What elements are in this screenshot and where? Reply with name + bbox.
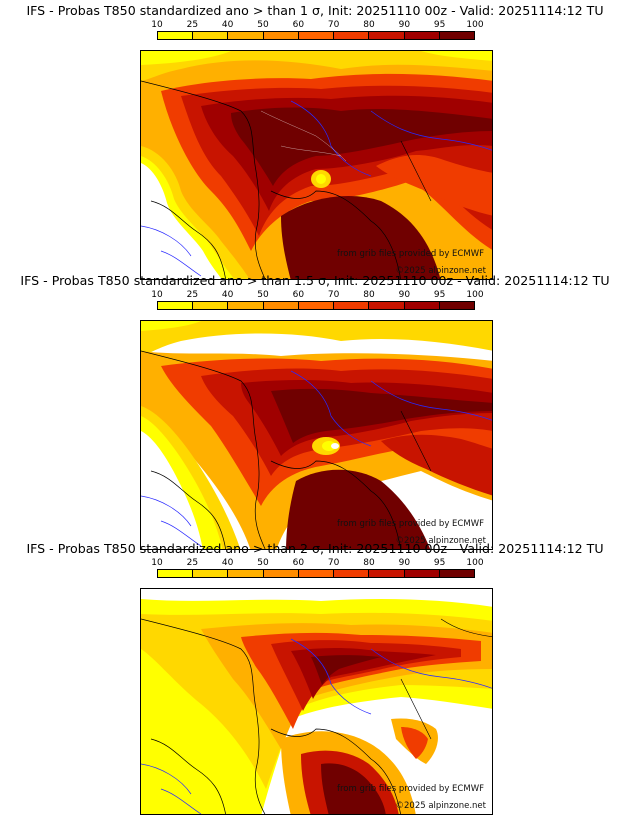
colorbar-tick-label: 25 <box>186 558 199 568</box>
colorbar <box>157 301 475 310</box>
colorbar-tick-label: 60 <box>292 20 305 30</box>
colorbar-tick-label: 50 <box>257 290 269 300</box>
colorbar-swatch <box>228 570 264 577</box>
panel-title: IFS - Probas T850 standardized ano > tha… <box>26 3 604 18</box>
colorbar-tick-label: 100 <box>466 20 484 30</box>
colorbar-swatch <box>334 570 370 577</box>
colorbar-tick-label: 10 <box>151 558 163 568</box>
colorbar-swatch <box>404 570 440 577</box>
colorbar-tick-label: 50 <box>257 20 269 30</box>
colorbar-swatch <box>298 32 335 39</box>
colorbar-labels: 10 25 40 50 60 70 80 90 95 100 <box>144 290 494 300</box>
colorbar-swatch <box>369 570 405 577</box>
colorbar-tick-label: 90 <box>398 20 411 30</box>
colorbar-swatch <box>193 570 229 577</box>
colorbar-tick-label: 25 <box>186 20 199 30</box>
colorbar-tick-label: 50 <box>257 558 269 568</box>
data-source-credit: from grib files provided by ECMWF <box>337 784 484 794</box>
colorbar-swatch <box>263 302 299 309</box>
map-panel-2: IFS - Probas T850 standardized ano > tha… <box>0 273 630 550</box>
colorbar-swatch <box>334 32 370 39</box>
colorbar-tick-label: 60 <box>292 290 305 300</box>
colorbar-tick-label: 70 <box>327 558 340 568</box>
copyright-credit: ©2025 alpinzone.net <box>395 801 486 811</box>
map-panel-3: IFS - Probas T850 standardized ano > tha… <box>0 541 630 828</box>
map-graphic <box>141 321 492 549</box>
colorbar-swatch <box>439 302 474 309</box>
colorbar-tick-label: 80 <box>363 20 375 30</box>
panel-title: IFS - Probas T850 standardized ano > tha… <box>20 273 610 288</box>
map-graphic <box>141 51 492 279</box>
data-source-credit: from grib files provided by ECMWF <box>337 249 484 259</box>
probability-map: from grib files provided by ECMWF ©2025 … <box>140 320 493 550</box>
colorbar-tick-label: 100 <box>466 558 484 568</box>
colorbar-labels: 10 25 40 50 60 70 80 90 95 100 <box>144 20 494 30</box>
colorbar-swatch <box>439 32 474 39</box>
colorbar-swatch <box>263 32 299 39</box>
data-source-credit: from grib files provided by ECMWF <box>337 519 484 529</box>
colorbar <box>157 31 475 40</box>
colorbar-swatch <box>298 570 335 577</box>
colorbar-swatch <box>158 302 194 309</box>
colorbar-tick-label: 10 <box>151 290 163 300</box>
colorbar-tick-label: 90 <box>398 558 411 568</box>
probability-map: from grib files provided by ECMWF ©2025 … <box>140 50 493 280</box>
colorbar-swatch <box>158 32 194 39</box>
colorbar-swatch <box>404 302 440 309</box>
colorbar-tick-label: 80 <box>363 290 375 300</box>
colorbar-tick-label: 25 <box>186 290 199 300</box>
colorbar-tick-label: 100 <box>466 290 484 300</box>
colorbar-tick-label: 40 <box>221 290 234 300</box>
colorbar-swatch <box>228 302 264 309</box>
colorbar-swatch <box>439 570 474 577</box>
colorbar-swatch <box>263 570 299 577</box>
colorbar-tick-label: 80 <box>363 558 375 568</box>
colorbar-swatch <box>334 302 370 309</box>
colorbar-swatch <box>298 302 335 309</box>
colorbar-tick-label: 95 <box>433 290 446 300</box>
map-panel-1: IFS - Probas T850 standardized ano > tha… <box>0 3 630 280</box>
probability-map: from grib files provided by ECMWF ©2025 … <box>140 588 493 815</box>
colorbar-tick-label: 40 <box>221 558 234 568</box>
colorbar-tick-label: 40 <box>221 20 234 30</box>
panel-title: IFS - Probas T850 standardized ano > tha… <box>26 541 604 556</box>
colorbar-swatch <box>193 32 229 39</box>
colorbar-swatch <box>228 32 264 39</box>
colorbar-tick-label: 70 <box>327 290 340 300</box>
copyright-credit: ©2025 alpinzone.net <box>395 266 486 276</box>
colorbar-tick-label: 10 <box>151 20 163 30</box>
colorbar-tick-label: 95 <box>433 558 446 568</box>
copyright-credit: ©2025 alpinzone.net <box>395 536 486 546</box>
colorbar-tick-label: 60 <box>292 558 305 568</box>
map-graphic <box>141 589 492 814</box>
colorbar-swatch <box>193 302 229 309</box>
colorbar-swatch <box>369 302 405 309</box>
colorbar-tick-label: 90 <box>398 290 411 300</box>
colorbar <box>157 569 475 578</box>
colorbar-swatch <box>369 32 405 39</box>
colorbar-swatch <box>404 32 440 39</box>
colorbar-labels: 10 25 40 50 60 70 80 90 95 100 <box>144 558 494 568</box>
colorbar-tick-label: 95 <box>433 20 446 30</box>
colorbar-swatch <box>158 570 194 577</box>
colorbar-tick-label: 70 <box>327 20 340 30</box>
